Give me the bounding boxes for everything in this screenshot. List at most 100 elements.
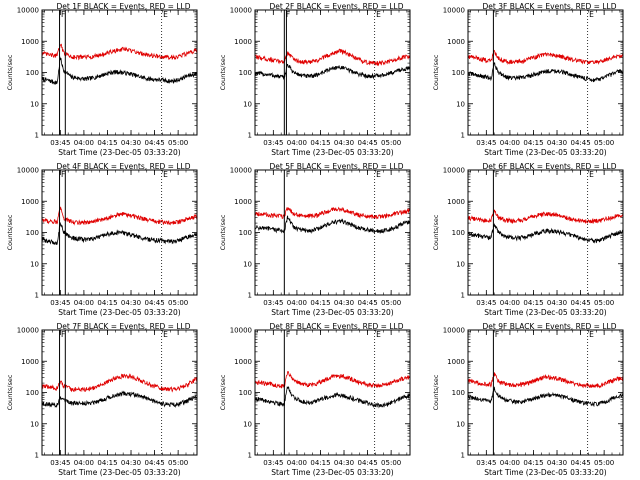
x-tick-label: 04:45 <box>570 299 590 307</box>
panel-title: Det 9F BLACK = Events, RED = LLD <box>483 322 617 331</box>
x-tick-label: 04:45 <box>144 139 164 147</box>
lld-series-line <box>467 209 624 225</box>
y-tick-label: 100 <box>26 389 39 397</box>
events-series-line <box>254 215 411 234</box>
marker-f-label: F <box>61 10 65 19</box>
plot-frame <box>467 329 624 456</box>
y-tick-label: 10 <box>456 100 465 108</box>
panel-title: Det 4F BLACK = Events, RED = LLD <box>57 162 191 171</box>
y-axis-label: Counts/sec <box>432 54 440 90</box>
x-tick-label: 04:00 <box>74 139 94 147</box>
plot-frame <box>41 329 198 456</box>
y-tick-label: 1000 <box>234 358 252 366</box>
y-axis-label: Counts/sec <box>432 214 440 250</box>
y-axis-label: Counts/sec <box>6 374 14 410</box>
x-tick-label: 04:45 <box>357 299 377 307</box>
y-tick-label: 1000 <box>21 198 39 206</box>
events-series-line <box>41 390 198 408</box>
y-tick-label: 1 <box>461 452 465 460</box>
x-tick-label: 05:00 <box>168 299 188 307</box>
y-tick-label: 1 <box>248 452 252 460</box>
y-tick-label: 10 <box>243 420 252 428</box>
detector-panel-7: Det 7F BLACK = Events, RED = LLD Counts/s… <box>6 322 198 477</box>
detector-panel-4: Det 4F BLACK = Events, RED = LLD Counts/s… <box>6 162 198 317</box>
x-tick-label: 04:45 <box>570 459 590 467</box>
lld-series-line <box>467 49 624 66</box>
x-axis-label: Start Time (23-Dec-05 03:33:20) <box>484 308 606 317</box>
panel-title: Det 6F BLACK = Events, RED = LLD <box>483 162 617 171</box>
x-tick-label: 04:00 <box>500 459 520 467</box>
plot-frame <box>41 9 198 136</box>
marker-f-label: F <box>286 10 290 19</box>
y-tick-label: 10 <box>243 100 252 108</box>
marker-f-label: F <box>286 330 290 339</box>
y-tick-label: 10000 <box>443 327 465 335</box>
y-tick-label: 10 <box>243 260 252 268</box>
x-tick-label: 04:45 <box>357 139 377 147</box>
panel-title: Det 7F BLACK = Events, RED = LLD <box>57 322 191 331</box>
marker-f-label: F <box>61 170 65 179</box>
x-axis-label: Start Time (23-Dec-05 03:33:20) <box>58 148 180 157</box>
y-tick-label: 1 <box>35 292 39 300</box>
x-tick-label: 04:45 <box>144 459 164 467</box>
detector-panel-1: Det 1F BLACK = Events, RED = LLD Counts/s… <box>6 2 198 157</box>
events-series-line <box>467 62 624 83</box>
x-tick-label: 04:30 <box>121 139 141 147</box>
y-tick-label: 10000 <box>17 327 39 335</box>
y-axis-label: Counts/sec <box>219 54 227 90</box>
y-axis-label: Counts/sec <box>219 374 227 410</box>
y-tick-label: 1 <box>461 292 465 300</box>
plot-frame <box>254 9 411 136</box>
x-tick-label: 04:00 <box>74 459 94 467</box>
plot-frame <box>467 169 624 296</box>
marker-e-label: E <box>376 10 381 19</box>
y-tick-label: 1000 <box>234 38 252 46</box>
panel-title: Det 1F BLACK = Events, RED = LLD <box>57 2 191 11</box>
detector-panel-3: Det 3F BLACK = Events, RED = LLD Counts/s… <box>432 2 624 157</box>
y-tick-label: 100 <box>452 389 465 397</box>
x-tick-label: 04:15 <box>97 299 117 307</box>
y-tick-label: 10 <box>30 260 39 268</box>
x-tick-label: 04:45 <box>357 459 377 467</box>
y-tick-label: 100 <box>452 229 465 237</box>
y-tick-label: 1 <box>35 132 39 140</box>
x-tick-label: 05:00 <box>168 139 188 147</box>
x-tick-label: 04:15 <box>97 139 117 147</box>
x-axis-label: Start Time (23-Dec-05 03:33:20) <box>58 468 180 477</box>
y-tick-label: 1000 <box>447 358 465 366</box>
marker-e-label: E <box>589 10 594 19</box>
y-tick-label: 10 <box>30 420 39 428</box>
y-tick-label: 10000 <box>230 327 252 335</box>
x-axis-label: Start Time (23-Dec-05 03:33:20) <box>484 148 606 157</box>
x-tick-label: 03:45 <box>263 299 283 307</box>
detector-panel-8: Det 8F BLACK = Events, RED = LLD Counts/s… <box>219 322 411 477</box>
marker-f-label: F <box>61 330 65 339</box>
marker-e-label: E <box>589 330 594 339</box>
y-tick-label: 1000 <box>21 38 39 46</box>
y-tick-label: 1 <box>248 132 252 140</box>
x-tick-label: 04:00 <box>74 299 94 307</box>
y-tick-label: 100 <box>239 229 252 237</box>
x-tick-label: 05:00 <box>381 139 401 147</box>
y-tick-label: 100 <box>452 69 465 77</box>
x-tick-label: 03:45 <box>476 459 496 467</box>
x-tick-label: 04:15 <box>523 459 543 467</box>
marker-e-label: E <box>376 170 381 179</box>
y-axis-label: Counts/sec <box>6 214 14 250</box>
y-tick-label: 10 <box>456 420 465 428</box>
x-tick-label: 04:15 <box>310 459 330 467</box>
marker-f-label: F <box>286 170 290 179</box>
x-tick-label: 04:30 <box>334 299 354 307</box>
y-tick-label: 10 <box>30 100 39 108</box>
marker-e-label: E <box>163 10 168 19</box>
y-tick-label: 1000 <box>234 198 252 206</box>
x-tick-label: 05:00 <box>168 459 188 467</box>
x-tick-label: 04:00 <box>287 299 307 307</box>
y-tick-label: 10000 <box>230 167 252 175</box>
y-tick-label: 1 <box>35 452 39 460</box>
x-tick-label: 04:15 <box>523 139 543 147</box>
x-axis-label: Start Time (23-Dec-05 03:33:20) <box>271 468 393 477</box>
x-tick-label: 03:45 <box>263 139 283 147</box>
detector-panel-5: Det 5F BLACK = Events, RED = LLD Counts/s… <box>219 162 411 317</box>
x-tick-label: 03:45 <box>476 139 496 147</box>
